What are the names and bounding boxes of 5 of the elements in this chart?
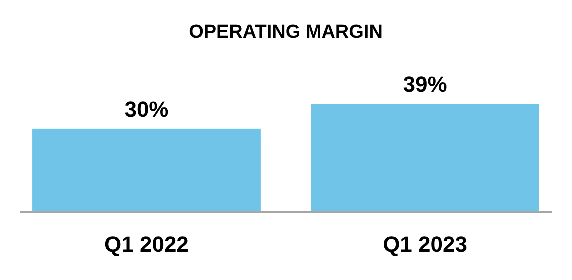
chart-title: OPERATING MARGIN bbox=[189, 22, 383, 43]
x-tick-label: Q1 2023 bbox=[383, 232, 468, 257]
x-tick-label: Q1 2022 bbox=[104, 232, 189, 257]
data-label: 30% bbox=[124, 96, 169, 122]
data-label: 39% bbox=[403, 72, 448, 97]
